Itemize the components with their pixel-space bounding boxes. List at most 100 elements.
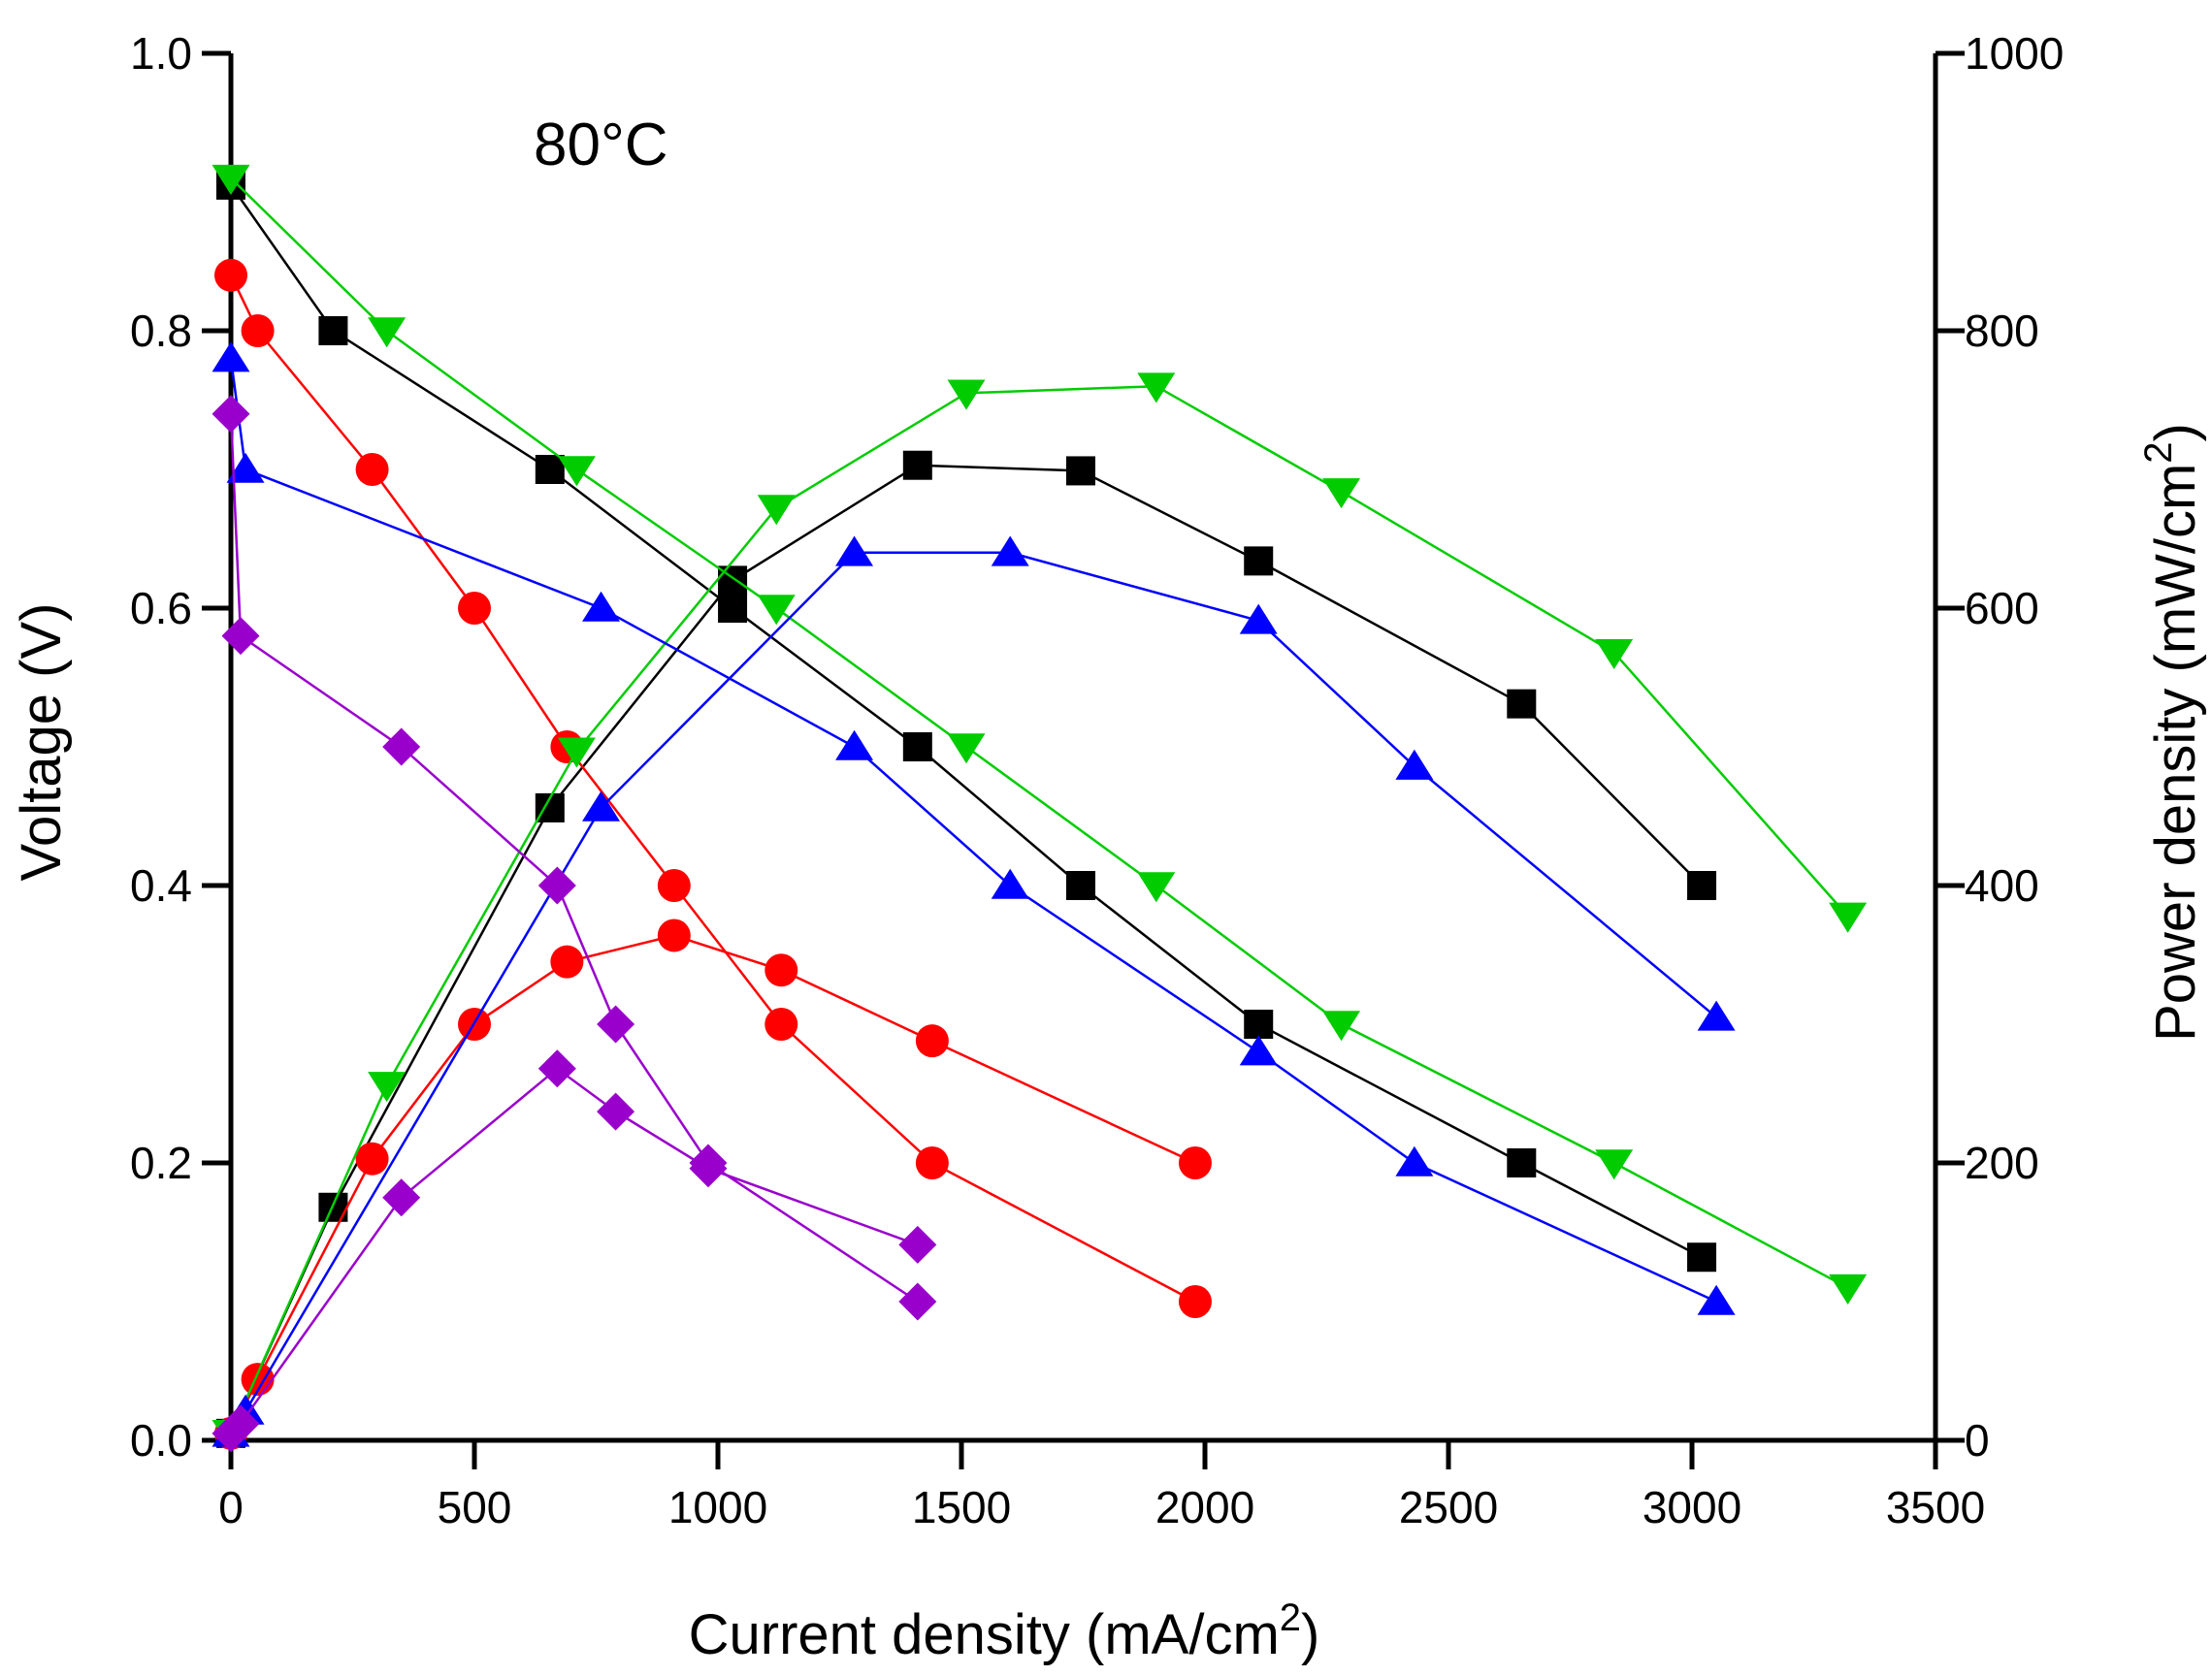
blue-voltage-line xyxy=(229,358,1717,1304)
blue-voltage-point xyxy=(835,729,874,760)
blue-power-point xyxy=(1697,1000,1736,1031)
red-voltage-point xyxy=(241,314,275,347)
black-power-point xyxy=(1507,689,1537,719)
purple-power-point xyxy=(221,1404,260,1443)
black-voltage-point xyxy=(1687,1242,1717,1273)
purple-voltage-point xyxy=(211,395,250,434)
black-voltage-point xyxy=(318,316,348,345)
green-voltage-point xyxy=(211,164,250,195)
series-layer xyxy=(211,164,1868,1453)
blue-voltage-point xyxy=(1395,1145,1434,1176)
black-voltage-point xyxy=(718,594,748,623)
green-voltage-line xyxy=(230,177,1849,1289)
black-voltage-point xyxy=(1244,1010,1274,1039)
y-tick-label: 0.0 xyxy=(130,1415,192,1466)
blue-voltage-point xyxy=(226,452,265,483)
blue-voltage-point xyxy=(991,868,1029,899)
green-voltage-point xyxy=(1595,1149,1634,1180)
green-power-point xyxy=(368,1072,407,1103)
red-power-line xyxy=(229,934,1196,1434)
green-power-point xyxy=(757,495,796,526)
blue-power-point xyxy=(991,535,1029,566)
purple-power-point xyxy=(689,1149,728,1188)
y-tick-label: 0.6 xyxy=(130,583,192,633)
green-power-point xyxy=(1322,478,1361,509)
x-tick-label: 1000 xyxy=(668,1482,767,1532)
green-voltage-point xyxy=(1322,1011,1361,1042)
series-purple xyxy=(211,395,937,1453)
black-power-point xyxy=(1244,546,1274,576)
y-tick-label: 0.4 xyxy=(130,860,192,911)
x-tick-label: 500 xyxy=(438,1482,512,1532)
y2-tick-label: 800 xyxy=(1965,306,2039,356)
green-voltage-point xyxy=(368,317,407,348)
green-voltage-point xyxy=(557,456,596,487)
green-power-point xyxy=(557,737,596,768)
y-tick-label: 0.2 xyxy=(130,1138,192,1188)
blue-voltage-point xyxy=(1697,1284,1736,1315)
green-voltage-point xyxy=(947,733,986,764)
series-red xyxy=(214,258,1212,1450)
red-power-point xyxy=(355,1142,389,1176)
x-tick-label: 3500 xyxy=(1886,1482,1985,1532)
temperature-annotation: 80°C xyxy=(534,112,668,178)
blue-power-point xyxy=(835,535,874,566)
x-tick-label: 0 xyxy=(218,1482,244,1532)
red-voltage-point xyxy=(915,1146,949,1179)
x-tick-label: 2000 xyxy=(1155,1482,1254,1532)
purple-voltage-point xyxy=(382,727,421,766)
green-power-point xyxy=(1595,638,1634,670)
red-voltage-point xyxy=(355,453,389,486)
series-blue xyxy=(211,341,1736,1447)
axes xyxy=(228,53,1938,1443)
x-tick-label: 3000 xyxy=(1643,1482,1741,1532)
red-power-point xyxy=(657,919,691,952)
green-power-point xyxy=(1829,902,1868,933)
purple-power-line xyxy=(230,1067,919,1434)
y2-tick-label: 400 xyxy=(1965,860,2039,911)
purple-voltage-point xyxy=(221,617,260,656)
purple-power-point xyxy=(382,1178,421,1217)
y2-tick-label: 0 xyxy=(1965,1415,1990,1466)
y-tick-label: 1.0 xyxy=(130,28,192,79)
black-voltage-point xyxy=(1507,1148,1537,1177)
y-axis-title: Voltage (V) xyxy=(10,603,73,882)
y2-tick-label: 1000 xyxy=(1965,28,2064,79)
y2-tick-label: 200 xyxy=(1965,1138,2039,1188)
green-power-point xyxy=(947,379,986,410)
black-power-point xyxy=(902,450,932,480)
ticks: 0 500 1000 1500 2000 2500 3000 35000.00.20.40.6… xyxy=(130,28,2064,1532)
green-voltage-point xyxy=(757,595,796,626)
y2-tick-label: 600 xyxy=(1965,583,2039,633)
black-voltage-point xyxy=(535,455,565,484)
blue-voltage-point xyxy=(582,591,621,622)
red-power-point xyxy=(550,945,584,979)
y-tick-label: 0.8 xyxy=(130,306,192,356)
red-voltage-point xyxy=(458,592,491,625)
purple-voltage-point xyxy=(597,1005,635,1044)
red-voltage-point xyxy=(764,1008,798,1041)
x-tick-label: 2500 xyxy=(1399,1482,1498,1532)
purple-voltage-line xyxy=(229,413,919,1304)
green-power-point xyxy=(1137,372,1176,403)
purple-power-point xyxy=(597,1092,635,1131)
blue-power-point xyxy=(1239,603,1278,634)
black-power-line xyxy=(229,464,1703,1434)
series-black xyxy=(216,170,1717,1448)
red-power-point xyxy=(764,953,798,987)
red-voltage-point xyxy=(657,869,691,902)
blue-voltage-point xyxy=(1239,1035,1278,1066)
green-voltage-point xyxy=(1137,872,1176,903)
black-voltage-point xyxy=(1065,871,1095,900)
purple-power-point xyxy=(537,1049,576,1088)
green-voltage-point xyxy=(1829,1273,1868,1305)
green-power-line xyxy=(229,384,1849,1434)
black-power-point xyxy=(1065,456,1095,486)
purple-voltage-point xyxy=(898,1282,937,1321)
x-axis-title: Current density (mA/cm2) xyxy=(689,1596,1320,1666)
red-voltage-point xyxy=(1178,1285,1212,1318)
y2-axis-title: Power density (mW/cm2) xyxy=(2137,423,2207,1042)
purple-voltage-point xyxy=(537,866,576,905)
black-voltage-point xyxy=(902,732,932,761)
